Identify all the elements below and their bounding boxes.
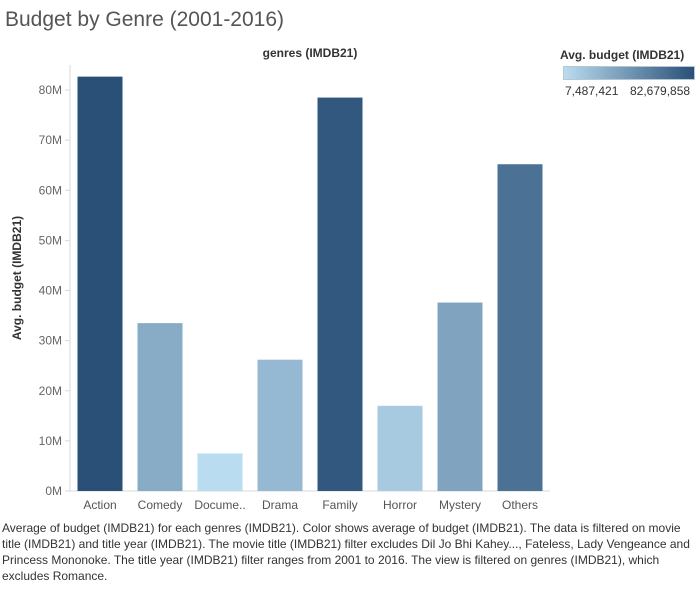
bar-action — [77, 76, 123, 492]
legend-color-ramp — [563, 66, 695, 80]
y-tick-label: 30M — [39, 334, 62, 348]
x-tick-label: Comedy — [138, 498, 183, 512]
chart-caption: Average of budget (IMDB21) for each genr… — [2, 521, 690, 583]
legend-title: Avg. budget (IMDB21) — [560, 48, 685, 62]
x-tick-label: Family — [322, 498, 357, 512]
y-tick-label: 10M — [39, 434, 62, 448]
x-tick-label: Action — [83, 498, 116, 512]
y-tick-label: 20M — [39, 384, 62, 398]
x-tick-label: Drama — [262, 498, 298, 512]
column-header: genres (IMDB21) — [263, 46, 358, 60]
x-tick-label: Docume.. — [194, 498, 245, 512]
x-tick-label: Others — [502, 498, 538, 512]
bar-family — [317, 97, 363, 491]
y-tick-label: 70M — [39, 133, 62, 147]
y-tick-label: 60M — [39, 183, 62, 197]
legend-min-label: 7,487,421 — [565, 84, 619, 98]
y-tick-label: 80M — [39, 83, 62, 97]
y-tick-label: 0M — [45, 484, 62, 498]
bar-mystery — [437, 302, 483, 491]
bar-docume — [197, 453, 243, 491]
y-tick-label: 40M — [39, 284, 62, 298]
bar-drama — [257, 359, 303, 491]
bar-others — [497, 164, 543, 491]
y-tick-label: 50M — [39, 233, 62, 247]
x-tick-label: Horror — [383, 498, 417, 512]
chart-title: Budget by Genre (2001-2016) — [5, 8, 285, 31]
legend-max-label: 82,679,858 — [630, 84, 691, 98]
bar-chart: genres (IMDB21) Avg. budget (IMDB21) 0M 10M… — [10, 46, 550, 512]
bar-horror — [377, 405, 423, 491]
x-tick-label: Mystery — [439, 498, 481, 512]
bar-comedy — [137, 323, 183, 491]
y-axis-title: Avg. budget (IMDB21) — [10, 216, 24, 340]
